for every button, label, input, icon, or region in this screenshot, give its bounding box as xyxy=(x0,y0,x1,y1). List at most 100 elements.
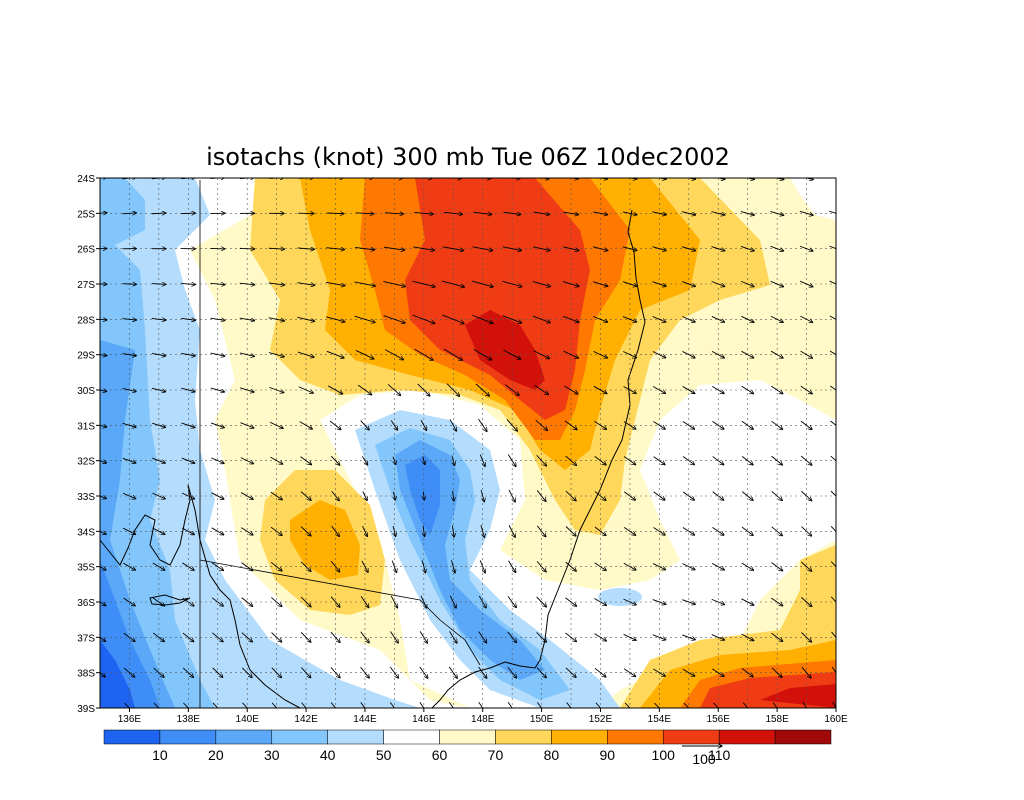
wind-vector xyxy=(533,211,549,214)
colorbar-labels: 10 20 30 40 50 60 70 80 90 100 110 xyxy=(152,747,730,763)
wind-vector xyxy=(653,668,665,676)
wind-vector xyxy=(181,527,194,535)
wind-vector xyxy=(182,632,194,642)
wind-vector xyxy=(241,632,253,642)
wind-vector xyxy=(240,387,254,392)
wind-vector xyxy=(329,420,341,430)
wind-vector xyxy=(536,525,546,537)
wind-vector xyxy=(507,631,517,643)
lat-label: 24S xyxy=(77,174,95,185)
wind-vector xyxy=(800,315,812,322)
wind-vector xyxy=(830,455,836,462)
wind-vector xyxy=(508,560,516,573)
wind-vector xyxy=(683,702,690,708)
wind-vector xyxy=(327,213,344,214)
wind-vector xyxy=(181,387,195,392)
wind-vector xyxy=(298,386,314,394)
wind-vector xyxy=(325,281,345,285)
wind-vector xyxy=(211,492,224,499)
colorbar-swatch xyxy=(159,729,217,745)
wind-vector xyxy=(239,248,255,249)
colorbar-label: 40 xyxy=(320,747,336,763)
wind-vector xyxy=(532,246,550,251)
wind-vector xyxy=(565,597,576,607)
wind-vector xyxy=(712,456,724,464)
wind-vector xyxy=(387,384,401,395)
wind-vector xyxy=(360,631,369,643)
wind-vector xyxy=(536,490,546,501)
wind-vector xyxy=(536,561,546,572)
wind-vector xyxy=(122,457,136,463)
wind-vector xyxy=(565,632,577,642)
wind-vector xyxy=(297,248,315,249)
lat-label: 34S xyxy=(77,527,95,538)
wind-vector xyxy=(681,281,695,287)
isotach-band-40-spot xyxy=(598,588,642,606)
wind-vector xyxy=(622,246,637,251)
wind-vector xyxy=(271,702,278,708)
wind-vector xyxy=(562,281,579,287)
wind-vector xyxy=(594,420,606,429)
lon-label: 152E xyxy=(589,714,613,725)
wind-vector xyxy=(413,246,434,250)
lat-label: 30S xyxy=(77,386,95,397)
lon-label: 140E xyxy=(236,714,260,725)
wind-vector xyxy=(565,667,576,678)
wind-vector xyxy=(800,420,812,429)
lat-label: 33S xyxy=(77,492,95,503)
wind-vector xyxy=(300,596,311,607)
wind-vector xyxy=(210,352,225,356)
wind-vector xyxy=(740,246,754,250)
colorbar-label: 70 xyxy=(488,747,504,763)
wind-vector xyxy=(122,354,137,356)
wind-vector xyxy=(123,562,135,570)
wind-vector xyxy=(653,456,665,465)
wind-vector xyxy=(210,387,225,392)
wind-vector xyxy=(354,315,376,322)
wind-vector xyxy=(443,348,463,360)
wind-vector xyxy=(478,631,487,643)
wind-vector xyxy=(423,456,425,465)
wind-vector xyxy=(563,350,579,358)
wind-vector xyxy=(152,457,165,463)
wind-vector xyxy=(624,702,631,708)
lon-label: 154E xyxy=(648,714,672,725)
wind-vector xyxy=(829,245,836,250)
wind-vector xyxy=(830,561,836,568)
lat-label: 32S xyxy=(77,457,95,468)
wind-vector xyxy=(654,702,660,708)
reference-vector: 100 xyxy=(682,746,722,767)
isotach-band-10-core xyxy=(405,455,440,535)
wind-vector xyxy=(123,667,135,677)
wind-vector xyxy=(713,702,719,708)
lon-label: 156E xyxy=(707,714,731,725)
wind-vector xyxy=(412,314,435,323)
wind-vector xyxy=(122,213,136,214)
lon-label: 148E xyxy=(471,714,495,725)
colorbar-swatch xyxy=(607,729,664,745)
colorbar-swatch xyxy=(774,729,832,745)
wind-vector xyxy=(770,245,784,251)
wind-vector xyxy=(151,352,166,356)
colorbar-swatch xyxy=(662,729,720,745)
wind-vector xyxy=(326,248,344,250)
wind-vector xyxy=(390,595,397,608)
wind-vector xyxy=(270,561,282,571)
wind-vector xyxy=(565,490,576,501)
wind-vector xyxy=(771,597,783,606)
wind-vector xyxy=(653,421,665,429)
wind-vector xyxy=(183,702,189,708)
wind-vector xyxy=(473,212,492,214)
wind-vector xyxy=(741,280,754,286)
wind-vector xyxy=(271,632,282,643)
wind-vector xyxy=(123,632,135,641)
wind-vector xyxy=(771,667,782,678)
wind-vector xyxy=(771,491,783,500)
wind-vector xyxy=(829,350,836,356)
wind-vector xyxy=(686,178,696,179)
colorbar-label: 60 xyxy=(432,747,448,763)
lat-label: 36S xyxy=(77,598,95,609)
wind-vector xyxy=(771,420,782,429)
wind-vector xyxy=(330,455,340,465)
wind-vector xyxy=(771,562,783,570)
